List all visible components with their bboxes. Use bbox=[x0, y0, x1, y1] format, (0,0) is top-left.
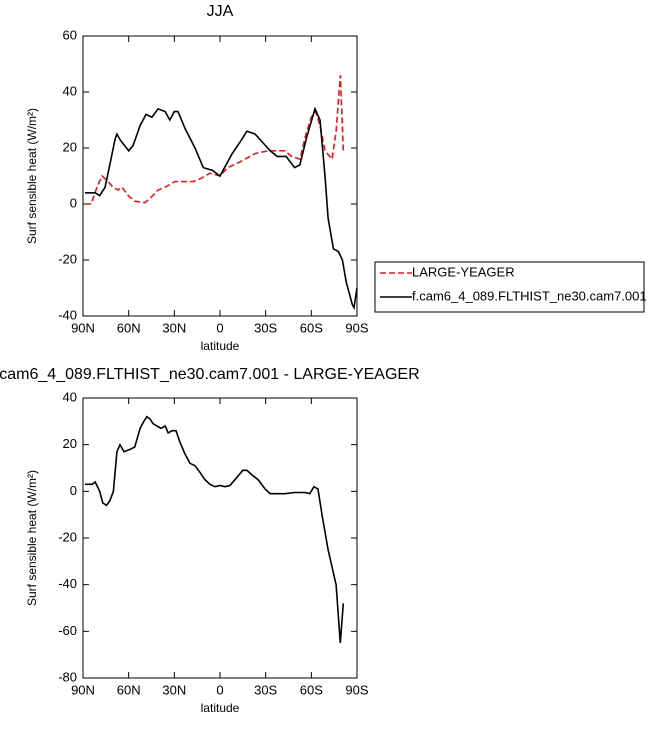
y-axis-label: Surf sensible heat (W/m²) bbox=[25, 108, 39, 244]
y-axis-label: Surf sensible heat (W/m²) bbox=[25, 470, 39, 606]
x-tick-label: 90S bbox=[345, 320, 368, 335]
legend-box bbox=[374, 261, 645, 313]
x-tick-label: 60N bbox=[117, 320, 141, 335]
x-tick-label: 60S bbox=[300, 682, 323, 697]
data-line bbox=[85, 106, 358, 310]
x-axis-label: latitude bbox=[201, 339, 240, 353]
x-tick-label: 0 bbox=[216, 320, 223, 335]
x-tick-label: 90N bbox=[71, 682, 95, 697]
legend-label: LARGE-YEAGER bbox=[412, 264, 515, 279]
y-tick-label: -20 bbox=[58, 251, 77, 266]
x-tick-label: 30N bbox=[162, 320, 186, 335]
y-tick-label: -40 bbox=[58, 576, 77, 591]
x-tick-label: 90S bbox=[345, 682, 368, 697]
chart-title: JJA bbox=[207, 3, 234, 20]
y-tick-label: 0 bbox=[70, 483, 77, 498]
x-tick-label: 30N bbox=[162, 682, 186, 697]
y-tick-label: 40 bbox=[63, 389, 77, 404]
y-tick-label: -20 bbox=[58, 529, 77, 544]
x-tick-label: 0 bbox=[216, 682, 223, 697]
x-tick-label: 60S bbox=[300, 320, 323, 335]
data-line bbox=[85, 75, 345, 205]
x-tick-label: 90N bbox=[71, 320, 95, 335]
y-tick-label: 0 bbox=[70, 195, 77, 210]
y-tick-label: 20 bbox=[63, 436, 77, 451]
legend-label: f.cam6_4_089.FLTHIST_ne30.cam7.001 bbox=[412, 288, 647, 303]
y-tick-label: 40 bbox=[63, 83, 77, 98]
data-line bbox=[85, 415, 345, 644]
y-tick-label: -80 bbox=[58, 669, 77, 684]
x-tick-label: 30S bbox=[254, 682, 277, 697]
x-axis-label: latitude bbox=[201, 701, 240, 715]
x-tick-label: 30S bbox=[254, 320, 277, 335]
y-tick-label: 60 bbox=[63, 27, 77, 42]
chart-title: f.cam6_4_089.FLTHIST_ne30.cam7.001 - LAR… bbox=[0, 366, 420, 383]
x-tick-label: 60N bbox=[117, 682, 141, 697]
plot-frame bbox=[82, 397, 358, 679]
y-tick-label: 20 bbox=[63, 139, 77, 154]
y-tick-label: -40 bbox=[58, 307, 77, 322]
y-tick-label: -60 bbox=[58, 623, 77, 638]
